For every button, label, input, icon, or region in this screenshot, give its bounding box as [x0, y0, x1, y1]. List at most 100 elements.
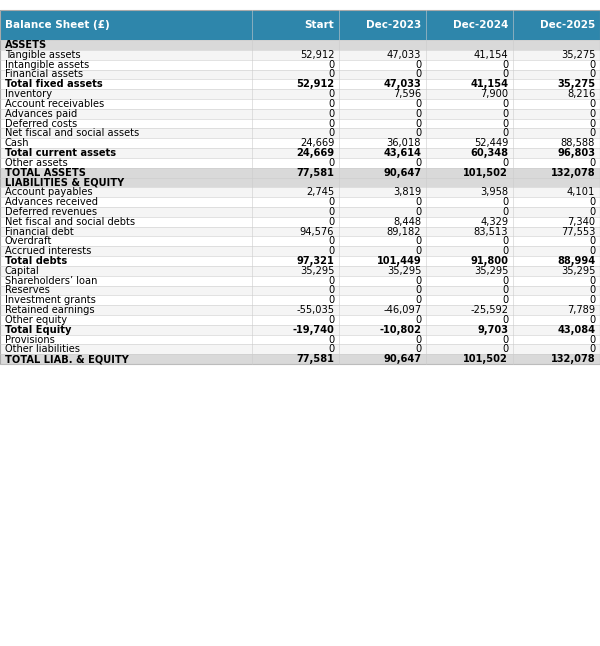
Text: Net fiscal and social debts: Net fiscal and social debts	[5, 216, 135, 227]
Text: 24,669: 24,669	[300, 138, 334, 148]
FancyBboxPatch shape	[0, 227, 600, 236]
FancyBboxPatch shape	[0, 59, 600, 70]
Text: 90,647: 90,647	[383, 354, 421, 364]
Text: 4,329: 4,329	[480, 216, 508, 227]
Text: 89,182: 89,182	[387, 227, 421, 236]
Text: Financial assets: Financial assets	[5, 69, 83, 79]
Text: Provisions: Provisions	[5, 335, 55, 344]
Text: 0: 0	[328, 216, 334, 227]
Text: 0: 0	[415, 69, 421, 79]
Text: Investment grants: Investment grants	[5, 295, 95, 306]
Text: 9,703: 9,703	[477, 325, 508, 335]
Text: 0: 0	[589, 118, 595, 129]
Text: Retained earnings: Retained earnings	[5, 305, 94, 315]
Text: 0: 0	[502, 207, 508, 217]
Text: 77,581: 77,581	[296, 167, 334, 178]
Text: 3,958: 3,958	[480, 187, 508, 197]
Text: 35,295: 35,295	[387, 266, 421, 276]
Text: 132,078: 132,078	[551, 354, 595, 364]
Text: 0: 0	[328, 89, 334, 99]
Text: 0: 0	[502, 286, 508, 295]
FancyBboxPatch shape	[0, 354, 600, 364]
Text: 0: 0	[328, 335, 334, 344]
Text: 4,101: 4,101	[567, 187, 595, 197]
FancyBboxPatch shape	[0, 178, 600, 187]
Text: -46,097: -46,097	[383, 305, 421, 315]
FancyBboxPatch shape	[0, 40, 600, 50]
FancyBboxPatch shape	[0, 119, 600, 129]
Text: 88,588: 88,588	[561, 138, 595, 148]
Text: 0: 0	[502, 236, 508, 246]
Text: 35,275: 35,275	[561, 50, 595, 60]
FancyBboxPatch shape	[0, 50, 600, 59]
Text: 0: 0	[415, 246, 421, 256]
Text: 0: 0	[502, 246, 508, 256]
Text: 0: 0	[589, 59, 595, 70]
Text: 8,448: 8,448	[393, 216, 421, 227]
Text: Dec-2023: Dec-2023	[366, 20, 421, 30]
Text: 101,502: 101,502	[463, 354, 508, 364]
FancyBboxPatch shape	[0, 197, 600, 207]
Text: 0: 0	[502, 109, 508, 119]
Text: 0: 0	[415, 295, 421, 306]
Text: 0: 0	[328, 118, 334, 129]
Text: 0: 0	[328, 158, 334, 168]
Text: TOTAL LIAB. & EQUITY: TOTAL LIAB. & EQUITY	[5, 354, 128, 364]
Text: Start: Start	[304, 20, 334, 30]
Text: Advances received: Advances received	[5, 197, 98, 207]
Text: 0: 0	[589, 246, 595, 256]
Text: Account receivables: Account receivables	[5, 99, 104, 109]
FancyBboxPatch shape	[339, 10, 426, 40]
Text: Other equity: Other equity	[5, 315, 67, 325]
Text: Total current assets: Total current assets	[5, 148, 116, 158]
Text: 0: 0	[328, 315, 334, 325]
Text: 97,321: 97,321	[296, 256, 334, 266]
Text: Capital: Capital	[5, 266, 40, 276]
Text: Other assets: Other assets	[5, 158, 68, 168]
FancyBboxPatch shape	[0, 276, 600, 286]
FancyBboxPatch shape	[0, 148, 600, 158]
FancyBboxPatch shape	[0, 109, 600, 119]
Text: -25,592: -25,592	[470, 305, 508, 315]
FancyBboxPatch shape	[0, 246, 600, 256]
Text: 24,669: 24,669	[296, 148, 334, 158]
Text: 0: 0	[502, 315, 508, 325]
Text: 88,994: 88,994	[557, 256, 595, 266]
Text: 0: 0	[415, 99, 421, 109]
Text: 0: 0	[589, 236, 595, 246]
Text: 52,912: 52,912	[296, 79, 334, 89]
Text: 52,449: 52,449	[474, 138, 508, 148]
FancyBboxPatch shape	[0, 138, 600, 148]
Text: Other liabilities: Other liabilities	[5, 344, 80, 355]
Text: 0: 0	[415, 197, 421, 207]
FancyBboxPatch shape	[0, 99, 600, 109]
Text: 35,295: 35,295	[474, 266, 508, 276]
FancyBboxPatch shape	[0, 187, 600, 197]
Text: Shareholders’ loan: Shareholders’ loan	[5, 276, 97, 286]
Text: 0: 0	[589, 158, 595, 168]
Text: 101,502: 101,502	[463, 167, 508, 178]
FancyBboxPatch shape	[0, 70, 600, 79]
FancyBboxPatch shape	[0, 295, 600, 305]
FancyBboxPatch shape	[0, 217, 600, 227]
Text: 36,018: 36,018	[387, 138, 421, 148]
FancyBboxPatch shape	[0, 266, 600, 276]
Text: 0: 0	[589, 99, 595, 109]
Text: 0: 0	[589, 207, 595, 217]
Text: 0: 0	[589, 295, 595, 306]
Text: 0: 0	[328, 236, 334, 246]
Text: 0: 0	[328, 99, 334, 109]
Text: 0: 0	[415, 207, 421, 217]
Text: 0: 0	[415, 129, 421, 138]
Text: 90,647: 90,647	[383, 167, 421, 178]
Text: Cash: Cash	[5, 138, 29, 148]
Text: 0: 0	[502, 129, 508, 138]
Text: 0: 0	[415, 158, 421, 168]
Text: 0: 0	[502, 59, 508, 70]
Text: 0: 0	[589, 335, 595, 344]
Text: 0: 0	[589, 286, 595, 295]
Text: 3,819: 3,819	[393, 187, 421, 197]
Text: 0: 0	[415, 118, 421, 129]
Text: 0: 0	[502, 69, 508, 79]
Text: 0: 0	[415, 344, 421, 355]
